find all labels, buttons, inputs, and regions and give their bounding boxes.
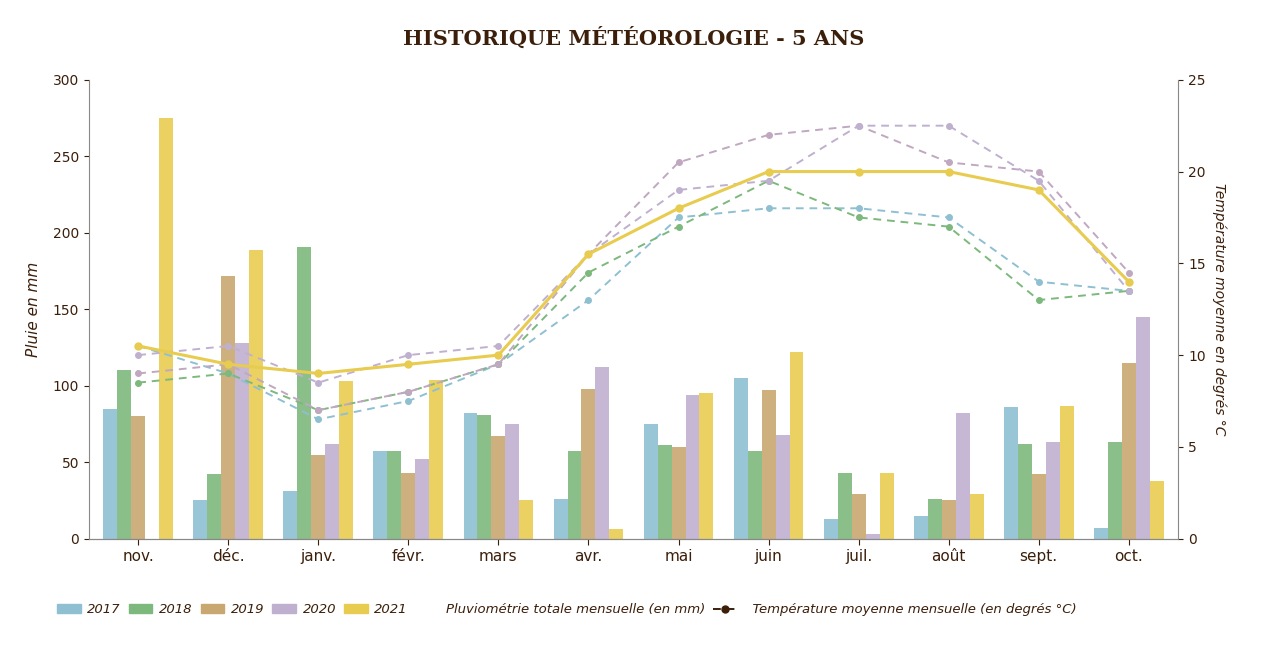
Bar: [312, 455, 326, 539]
Bar: [865, 534, 879, 539]
Bar: [1121, 362, 1135, 539]
Bar: [340, 381, 353, 539]
Bar: [1107, 442, 1121, 539]
Bar: [775, 435, 789, 539]
Bar: [927, 499, 941, 539]
Bar: [118, 370, 132, 539]
Bar: [478, 415, 492, 539]
Bar: [1017, 444, 1031, 539]
Bar: [851, 494, 865, 539]
Bar: [941, 500, 955, 539]
Bar: [658, 446, 672, 539]
Bar: [685, 395, 699, 539]
Bar: [824, 519, 837, 539]
Bar: [1093, 528, 1107, 539]
Bar: [464, 413, 478, 539]
Bar: [519, 500, 533, 539]
Bar: [208, 474, 222, 539]
Bar: [388, 452, 402, 539]
Bar: [160, 118, 174, 539]
Bar: [374, 452, 388, 539]
Bar: [1045, 442, 1059, 539]
Bar: [969, 494, 983, 539]
Y-axis label: Pluie en mm: Pluie en mm: [27, 261, 42, 357]
Bar: [914, 515, 927, 539]
Bar: [837, 473, 851, 539]
Bar: [194, 500, 208, 539]
Bar: [326, 444, 340, 539]
Bar: [222, 275, 236, 539]
Bar: [554, 499, 568, 539]
Bar: [568, 452, 582, 539]
Bar: [298, 247, 312, 539]
Bar: [1059, 406, 1073, 539]
Bar: [582, 389, 595, 539]
Bar: [761, 390, 775, 539]
Bar: [416, 459, 430, 539]
Bar: [879, 473, 893, 539]
Bar: [609, 529, 623, 539]
Bar: [250, 249, 264, 539]
Bar: [672, 447, 685, 539]
Bar: [1149, 481, 1163, 539]
Text: HISTORIQUE MÉTÉOROLOGIE - 5 ANS: HISTORIQUE MÉTÉOROLOGIE - 5 ANS: [403, 27, 864, 49]
Bar: [132, 416, 146, 539]
Bar: [748, 452, 761, 539]
Bar: [1003, 407, 1017, 539]
Bar: [789, 352, 803, 539]
Bar: [595, 367, 609, 539]
Bar: [104, 408, 118, 539]
Bar: [644, 424, 658, 539]
Bar: [506, 424, 519, 539]
Bar: [955, 413, 969, 539]
Bar: [699, 393, 713, 539]
Bar: [236, 343, 250, 539]
Bar: [284, 491, 298, 539]
Legend: 2017, 2018, 2019, 2020, 2021, Pluviométrie totale mensuelle (en mm),   Températu: 2017, 2018, 2019, 2020, 2021, Pluviométr…: [52, 598, 1082, 622]
Bar: [492, 436, 506, 539]
Bar: [430, 380, 443, 539]
Bar: [1031, 474, 1045, 539]
Bar: [734, 378, 748, 539]
Y-axis label: Température moyenne en degrés °C: Température moyenne en degrés °C: [1213, 183, 1226, 436]
Bar: [1135, 317, 1149, 539]
Bar: [402, 473, 416, 539]
